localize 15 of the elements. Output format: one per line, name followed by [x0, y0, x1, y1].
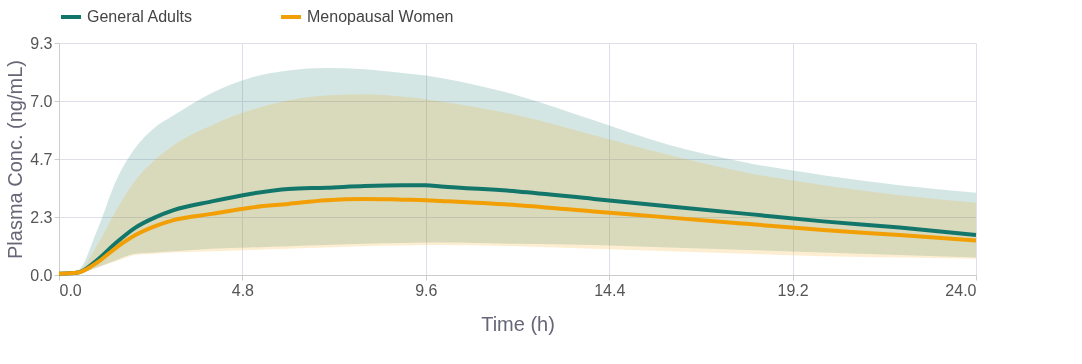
x-tick-label: 14.4	[594, 281, 626, 299]
x-tick-label: 19.2	[777, 281, 809, 299]
y-tick-label: 7.0	[30, 92, 53, 110]
legend-label: Menopausal Women	[307, 8, 454, 25]
y-tick-label: 0.0	[30, 266, 53, 284]
x-tick-label: 4.8	[231, 281, 255, 299]
legend-label: General Adults	[87, 8, 192, 25]
y-axis-title: Plasma Conc. (ng/mL)	[4, 60, 27, 259]
y-tick-label: 4.7	[30, 150, 53, 168]
y-tick-label: 9.3	[30, 34, 53, 52]
x-tick-label: 24.0	[945, 281, 977, 299]
x-axis-title: Time (h)	[481, 312, 555, 335]
y-tick-label: 2.3	[30, 208, 53, 226]
x-tick-label: 9.6	[415, 281, 438, 299]
x-tick-label: 0.0	[59, 281, 82, 299]
